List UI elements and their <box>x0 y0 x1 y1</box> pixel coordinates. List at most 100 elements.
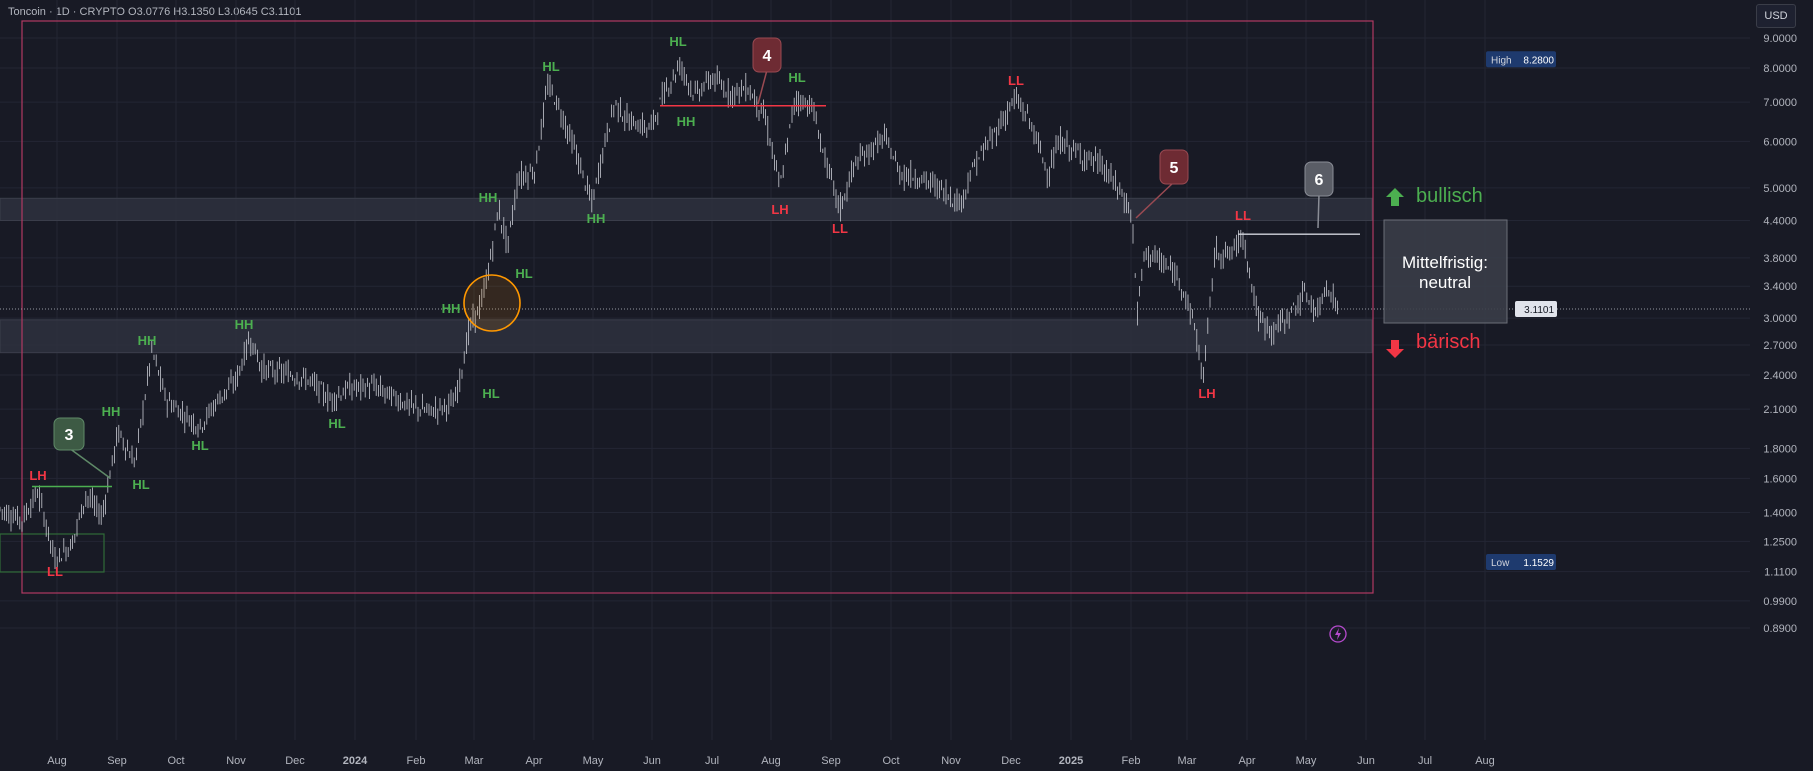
highlight-circle <box>463 274 521 332</box>
up-arrow-icon <box>1386 188 1404 206</box>
low-badge-value: 1.1529 <box>1523 558 1554 569</box>
y-tick-label: 3.8000 <box>1763 253 1797 265</box>
marker-label: 4 <box>763 48 772 65</box>
lightning-bolt-shape <box>1335 628 1341 640</box>
swing-label-hl: HL <box>669 34 686 49</box>
marker-box <box>53 417 85 451</box>
marker-label: 3 <box>65 427 74 444</box>
high-badge-label: High <box>1491 55 1512 66</box>
x-tick-label: Mar <box>1178 755 1197 767</box>
x-tick-label: 2024 <box>343 755 368 767</box>
resistance-zone <box>0 197 1373 221</box>
x-tick-label: Dec <box>1001 755 1021 767</box>
y-tick-label: 8.0000 <box>1763 63 1797 75</box>
x-tick-label: Mar <box>465 755 484 767</box>
y-tick-label: 7.0000 <box>1763 97 1797 109</box>
swing-label-hl: HL <box>515 266 532 281</box>
low-badge <box>1486 554 1556 571</box>
y-tick-label: 0.8900 <box>1763 623 1797 635</box>
y-tick-label: 2.7000 <box>1763 340 1797 352</box>
bearish-label: bärisch <box>1416 331 1480 353</box>
y-tick-label: 5.0000 <box>1763 183 1797 195</box>
x-tick-label: Jul <box>705 755 719 767</box>
x-tick-label: Apr <box>1238 755 1255 767</box>
x-tick-label: Feb <box>1122 755 1141 767</box>
y-tick-label: 1.4000 <box>1763 507 1797 519</box>
currency-button[interactable]: USD <box>1756 4 1796 28</box>
x-tick-label: May <box>583 755 604 767</box>
outlook-text-line1: Mittelfristig: <box>1402 253 1488 272</box>
y-tick-label: 4.4000 <box>1763 215 1797 227</box>
swing-label-hl: HL <box>132 477 149 492</box>
current-price-value: 3.1101 <box>1524 305 1554 316</box>
x-tick-label: Jun <box>1357 755 1375 767</box>
swing-label-hh: HH <box>479 190 498 205</box>
swing-label-hh: HH <box>235 317 254 332</box>
swing-label-hl: HL <box>542 59 559 74</box>
x-tick-label: Jul <box>1418 755 1432 767</box>
high-badge-value: 8.2800 <box>1523 55 1554 66</box>
down-arrow-icon <box>1386 340 1404 358</box>
symbol-info: Toncoin · 1D · CRYPTO O3.0776 H3.1350 L3… <box>8 6 302 18</box>
x-tick-label: Sep <box>821 755 841 767</box>
y-tick-label: 2.1000 <box>1763 404 1797 416</box>
marker-pointer <box>1135 181 1175 219</box>
swing-label-ll: LL <box>1008 73 1024 88</box>
swing-label-hh: HH <box>102 404 121 419</box>
x-tick-label: Aug <box>1475 755 1495 767</box>
marker-pointer <box>1317 193 1320 229</box>
y-tick-label: 0.9900 <box>1763 596 1797 608</box>
accumulation-box <box>0 533 105 573</box>
swing-label-ll: LL <box>47 564 63 579</box>
swing-label-lh: LH <box>771 202 788 217</box>
support-zone <box>0 319 1373 354</box>
swing-label-hl: HL <box>191 438 208 453</box>
outlook-box <box>1383 219 1508 324</box>
swing-label-hl: HL <box>482 386 499 401</box>
x-tick-label: Oct <box>882 755 899 767</box>
x-tick-label: Aug <box>47 755 67 767</box>
x-tick-label: Sep <box>107 755 127 767</box>
y-tick-label: 3.4000 <box>1763 281 1797 293</box>
swing-label-lh: LH <box>1198 386 1215 401</box>
x-tick-label: Nov <box>226 755 246 767</box>
outlook-text-line2: neutral <box>1419 273 1471 292</box>
marker-box <box>1304 161 1334 197</box>
swing-label-lh: LH <box>29 468 46 483</box>
marker-label: 6 <box>1315 172 1324 189</box>
y-tick-label: 3.0000 <box>1763 313 1797 325</box>
swing-label-hl: HL <box>788 70 805 85</box>
chart-frame <box>21 20 1374 594</box>
y-tick-label: 1.6000 <box>1763 473 1797 485</box>
y-tick-label: 2.4000 <box>1763 370 1797 382</box>
x-tick-label: Apr <box>525 755 542 767</box>
x-tick-label: Feb <box>407 755 426 767</box>
y-tick-label: 9.0000 <box>1763 33 1797 45</box>
low-badge-label: Low <box>1491 558 1510 569</box>
x-tick-label: 2025 <box>1059 755 1083 767</box>
y-tick-label: 1.2500 <box>1763 536 1797 548</box>
marker-label: 5 <box>1170 160 1179 177</box>
marker-box <box>752 37 782 73</box>
x-tick-label: Oct <box>167 755 184 767</box>
y-tick-label: 6.0000 <box>1763 136 1797 148</box>
swing-label-hl: HL <box>328 416 345 431</box>
y-tick-label: 1.1100 <box>1764 567 1797 579</box>
current-price-badge <box>1515 300 1557 317</box>
marker-box <box>1159 149 1189 185</box>
marker-pointer <box>68 447 111 479</box>
x-tick-label: Aug <box>761 755 781 767</box>
x-tick-label: Nov <box>941 755 961 767</box>
y-tick-label: 1.8000 <box>1763 443 1797 455</box>
marker-pointer <box>757 69 768 105</box>
swing-label-ll: LL <box>832 221 848 236</box>
swing-label-hh: HH <box>138 333 157 348</box>
swing-label-ll: LL <box>1235 208 1251 223</box>
x-tick-label: Jun <box>643 755 661 767</box>
swing-label-hh: HH <box>442 301 461 316</box>
x-tick-label: Dec <box>285 755 305 767</box>
swing-label-hh: HH <box>587 211 606 226</box>
bullish-label: bullisch <box>1416 185 1483 207</box>
